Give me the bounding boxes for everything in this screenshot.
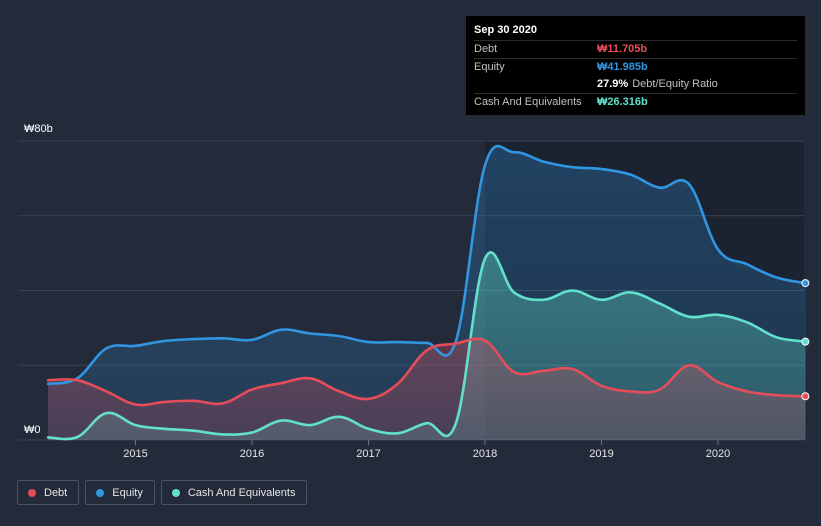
tooltip-equity-label: Equity [474, 61, 505, 73]
tooltip-cash-value: ₩26.316b [597, 96, 648, 108]
tooltip-debt-value: ₩11.705b [597, 43, 648, 55]
tooltip-cash-row: Cash And Equivalents ₩26.316b [474, 93, 797, 111]
equity-line [46, 144, 807, 386]
series-endpoints [801, 279, 810, 401]
legend-cash-label: Cash And Equivalents [187, 486, 296, 499]
series-areas [48, 146, 806, 440]
debt-area [48, 338, 806, 440]
series-lines [46, 144, 807, 441]
cash-and-equivalents-endpoint [801, 337, 810, 346]
debt-endpoint [801, 392, 810, 401]
legend-item-cash[interactable]: Cash And Equivalents [160, 480, 308, 505]
chart-legend: Debt Equity Cash And Equivalents [17, 480, 308, 505]
tooltip-debt-row: Debt ₩11.705b [474, 40, 797, 58]
legend-debt-dot-icon [28, 488, 36, 497]
tooltip-date: Sep 30 2020 [474, 24, 537, 36]
tooltip-cash-label: Cash And Equivalents [474, 96, 582, 108]
x-tick-label-2017: 2017 [356, 448, 380, 460]
legend-cash-dot-icon [171, 488, 180, 497]
tooltip-ratio-value: 27.9% [597, 78, 629, 90]
x-tick-label-2018: 2018 [473, 448, 497, 460]
y-axis-bottom-label: ₩0 [24, 424, 41, 436]
cash-and-equivalents-line [46, 251, 807, 441]
y-axis-top-label: ₩80b [24, 123, 53, 135]
legend-equity-dot-icon [96, 488, 105, 497]
tooltip-debt-label: Debt [474, 43, 498, 55]
data-tooltip: Sep 30 2020 Debt ₩11.705b Equity ₩41.985… [466, 16, 805, 115]
debt-line [46, 337, 807, 407]
legend-item-equity[interactable]: Equity [85, 480, 155, 505]
legend-item-debt[interactable]: Debt [17, 480, 80, 505]
tooltip-equity-row: Equity ₩41.985b [474, 58, 797, 76]
x-tick-label-2015: 2015 [123, 448, 147, 460]
tooltip-ratio-label: Debt/Equity Ratio [632, 78, 718, 90]
x-tick-label-2020: 2020 [706, 448, 730, 460]
tooltip-ratio-row: 27.9% Debt/Equity Ratio [474, 76, 797, 93]
x-tick-label-2016: 2016 [240, 448, 264, 460]
legend-equity-label: Equity [112, 486, 143, 499]
x-tick-label-2019: 2019 [589, 448, 613, 460]
legend-debt-label: Debt [44, 486, 68, 499]
x-axis-ticks: 2015 2016 2017 2018 2019 2020 [123, 440, 730, 460]
equity-endpoint [801, 279, 810, 288]
tooltip-equity-value: ₩41.985b [597, 61, 648, 73]
